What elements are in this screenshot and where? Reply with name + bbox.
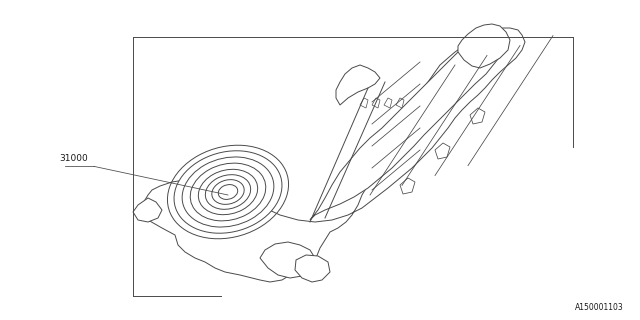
Polygon shape — [372, 98, 380, 108]
Polygon shape — [310, 36, 505, 220]
Text: 31000: 31000 — [59, 154, 88, 163]
Text: A150001103: A150001103 — [575, 303, 624, 312]
Polygon shape — [142, 28, 525, 282]
Polygon shape — [260, 242, 315, 278]
Ellipse shape — [174, 151, 282, 233]
Polygon shape — [384, 98, 392, 108]
Polygon shape — [360, 98, 368, 108]
Polygon shape — [470, 108, 485, 124]
Ellipse shape — [212, 180, 244, 204]
Polygon shape — [458, 24, 510, 68]
Ellipse shape — [198, 169, 258, 215]
Ellipse shape — [182, 157, 274, 227]
Polygon shape — [336, 65, 380, 105]
Polygon shape — [400, 178, 415, 194]
Polygon shape — [435, 143, 450, 159]
Ellipse shape — [205, 175, 251, 209]
Polygon shape — [396, 98, 404, 108]
Ellipse shape — [190, 163, 266, 221]
Ellipse shape — [218, 185, 237, 199]
Polygon shape — [295, 255, 330, 282]
Polygon shape — [133, 198, 162, 222]
